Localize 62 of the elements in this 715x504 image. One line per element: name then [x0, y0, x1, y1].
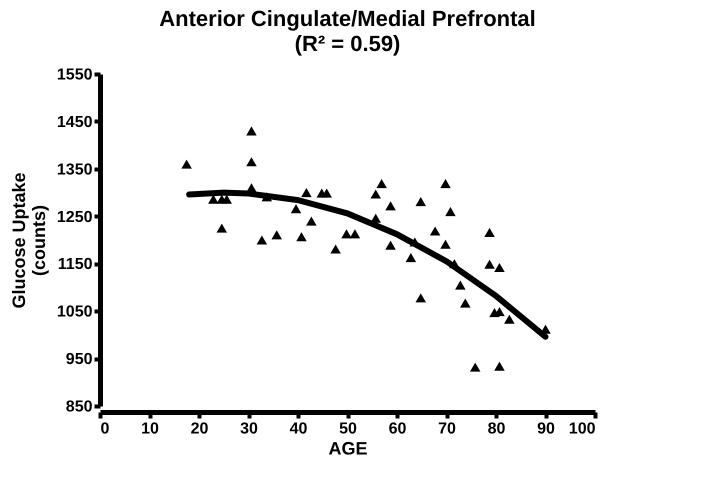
x-tick-label: 90 [537, 420, 555, 438]
x-tick-label: 40 [290, 420, 308, 438]
point [494, 362, 505, 371]
y-tick-label: 1550 [56, 66, 93, 84]
y-tick-label: 1050 [56, 304, 93, 321]
point [416, 293, 426, 302]
point [370, 214, 381, 223]
x-tick-label: 30 [240, 420, 258, 438]
x-axis-title: AGE [328, 438, 368, 458]
point [484, 260, 495, 269]
point [306, 216, 317, 226]
point [370, 189, 381, 199]
point [460, 298, 471, 308]
chart-subtitle: (R² = 0.59) [294, 31, 400, 56]
point [181, 160, 192, 169]
point [256, 235, 268, 245]
chart-title: Anterior Cingulate/Medial Prefrontal [159, 6, 536, 31]
x-tick-label: 70 [438, 420, 456, 438]
point [484, 228, 495, 237]
y-tick-label: 1250 [56, 208, 93, 226]
y-tick-label: 1350 [56, 161, 93, 178]
point [449, 259, 460, 268]
point [208, 194, 219, 204]
x-tick-label: 20 [190, 420, 208, 438]
x-tick-label: 50 [339, 420, 357, 438]
point [271, 230, 282, 240]
y-tick-label: 1450 [56, 114, 93, 131]
point [430, 226, 440, 236]
y-tick-label: 950 [66, 351, 93, 368]
point [216, 224, 228, 233]
y-tick-label: 850 [66, 398, 93, 416]
point [385, 201, 396, 210]
point [406, 253, 416, 262]
point [440, 240, 451, 249]
point [376, 179, 387, 188]
point [246, 126, 257, 136]
y-axis-title: Glucose Uptake (counts) [8, 172, 49, 309]
x-tick-label: 0 [100, 420, 110, 438]
point [504, 314, 515, 324]
x-tick-label: 100 [568, 420, 596, 438]
point [262, 192, 272, 202]
x-tick-label: 60 [388, 420, 406, 438]
point [321, 188, 332, 198]
x-tick-label: 10 [141, 420, 159, 438]
point [440, 179, 451, 188]
x-tick-label: 80 [488, 420, 506, 438]
point [296, 232, 307, 242]
point [290, 204, 302, 214]
point [341, 229, 352, 238]
point [301, 188, 312, 198]
point [330, 244, 341, 254]
point [385, 240, 396, 250]
y-tick-label: 1150 [58, 256, 93, 274]
point [494, 262, 505, 272]
point [470, 362, 480, 372]
point [416, 197, 426, 206]
point [455, 280, 466, 290]
point [246, 157, 257, 166]
point [246, 183, 257, 192]
point [350, 229, 360, 238]
point [221, 194, 232, 204]
point [445, 207, 456, 216]
